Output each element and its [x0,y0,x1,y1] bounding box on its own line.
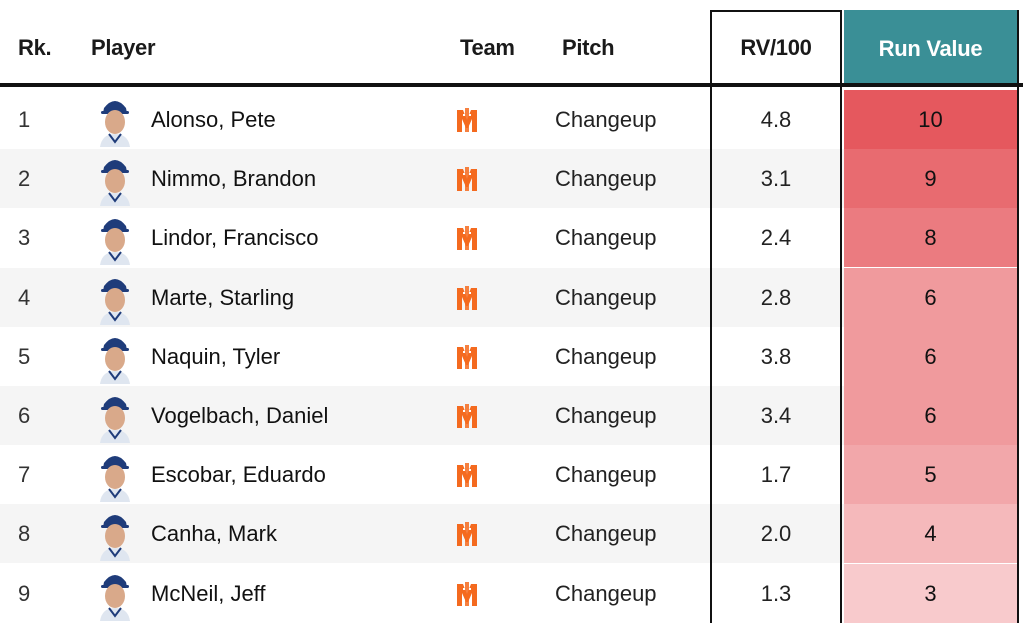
table-row[interactable]: 6 Vogelbach, Daniel Changeup 3.4 6 [0,386,1017,445]
pitch-cell: Changeup [555,403,657,428]
run-value-cell: 9 [844,149,1017,209]
mets-logo-icon [457,344,477,369]
table-row[interactable]: 1 Alonso, Pete Changeup 4.8 10 [0,90,1017,149]
rank-cell: 1 [18,107,31,132]
player-headshot-icon [100,456,130,503]
mets-logo-icon [457,463,477,488]
table-row[interactable]: 2 Nimmo, Brandon Changeup 3.1 9 [0,149,1017,209]
table-row[interactable]: 4 Marte, Starling Changeup 2.8 6 [0,267,1017,327]
table-row[interactable]: 9 McNeil, Jeff Changeup 1.3 3 [0,563,1017,623]
mets-logo-icon [457,226,477,251]
run-value-cell: 5 [844,445,1017,505]
rv100-cell: 4.8 [760,107,792,132]
rank-cell: 7 [18,462,31,488]
player-headshot-icon [100,515,130,562]
rv100-cell: 1.7 [760,462,792,488]
mets-logo-icon [457,581,477,606]
pitch-cell: Changeup [555,462,657,488]
run-value-cell: 6 [844,386,1017,445]
mets-logo-icon [457,522,477,547]
run-value-text: 5 [924,462,937,488]
rv100-cell: 3.1 [760,166,792,192]
table-right-border [1017,10,1019,623]
player-name[interactable]: Canha, Mark [151,521,277,547]
player-name[interactable]: Escobar, Eduardo [151,462,326,488]
mets-logo-icon [457,285,477,310]
pitch-cell: Changeup [555,166,657,192]
table-row[interactable]: 3 Lindor, Francisco Changeup 2.4 8 [0,208,1017,268]
table-row[interactable]: 7 Escobar, Eduardo Changeup 1.7 5 [0,445,1017,505]
run-value-text: 4 [924,521,937,547]
rank-cell: 3 [18,225,31,251]
player-name[interactable]: Marte, Starling [151,284,295,310]
pitch-cell: Changeup [555,107,657,132]
run-value-text: 8 [924,225,937,251]
pitch-cell: Changeup [555,343,657,369]
player-name[interactable]: Vogelbach, Daniel [151,403,329,428]
run-value-text: 9 [924,166,937,192]
pitch-cell: Changeup [555,521,657,547]
header-rv100[interactable]: RV/100 [740,35,812,60]
rv100-cell: 2.4 [760,225,792,251]
header-rank[interactable]: Rk. [18,35,52,60]
player-name[interactable]: Nimmo, Brandon [151,166,317,192]
mets-logo-icon [457,167,477,192]
table-row[interactable]: 8 Canha, Mark Changeup 2.0 4 [0,504,1017,564]
player-headshot-icon [100,101,130,147]
header-pitch[interactable]: Pitch [562,35,615,60]
run-value-text: 6 [924,284,937,310]
rv100-cell: 2.8 [760,284,792,310]
run-value-cell: 6 [844,267,1017,327]
run-value-cell: 10 [844,90,1017,149]
rank-cell: 5 [18,343,31,369]
run-value-cell: 8 [844,208,1017,268]
player-name[interactable]: McNeil, Jeff [151,580,266,606]
header-runvalue[interactable]: Run Value [844,10,1017,84]
rank-cell: 9 [18,580,31,606]
run-value-cell: 6 [844,326,1017,386]
rv100-column-border [710,10,842,623]
header-divider [0,83,1023,87]
player-headshot-icon [100,337,130,384]
rank-cell: 4 [18,284,31,310]
player-headshot-icon [100,397,130,443]
run-value-text: 10 [918,107,943,132]
rank-cell: 8 [18,521,31,547]
rv100-cell: 1.3 [760,580,792,606]
player-headshot-icon [100,219,130,266]
header-player[interactable]: Player [91,35,156,60]
player-name[interactable]: Lindor, Francisco [151,225,319,251]
table-row[interactable]: 5 Naquin, Tyler Changeup 3.8 6 [0,326,1017,386]
run-value-text: 6 [924,403,937,428]
pitch-cell: Changeup [555,580,657,606]
rv100-cell: 3.8 [760,343,792,369]
run-value-cell: 3 [844,563,1017,623]
rank-cell: 6 [18,403,31,428]
player-headshot-icon [100,278,130,325]
run-value-cell: 4 [844,504,1017,564]
player-name[interactable]: Naquin, Tyler [151,343,281,369]
run-value-text: 6 [924,343,937,369]
mets-logo-icon [457,108,477,132]
rank-cell: 2 [18,166,31,192]
player-headshot-icon [100,160,130,207]
pitch-cell: Changeup [555,284,657,310]
rv100-cell: 2.0 [760,521,792,547]
rv100-cell: 3.4 [760,403,792,428]
header-team[interactable]: Team [460,35,515,60]
player-name[interactable]: Alonso, Pete [151,107,276,132]
run-value-text: 3 [924,580,937,606]
table-header: Rk. Player Team Pitch RV/100 Run Value [0,0,1023,86]
pitch-cell: Changeup [555,225,657,251]
player-headshot-icon [100,574,130,621]
mets-logo-icon [457,404,477,428]
